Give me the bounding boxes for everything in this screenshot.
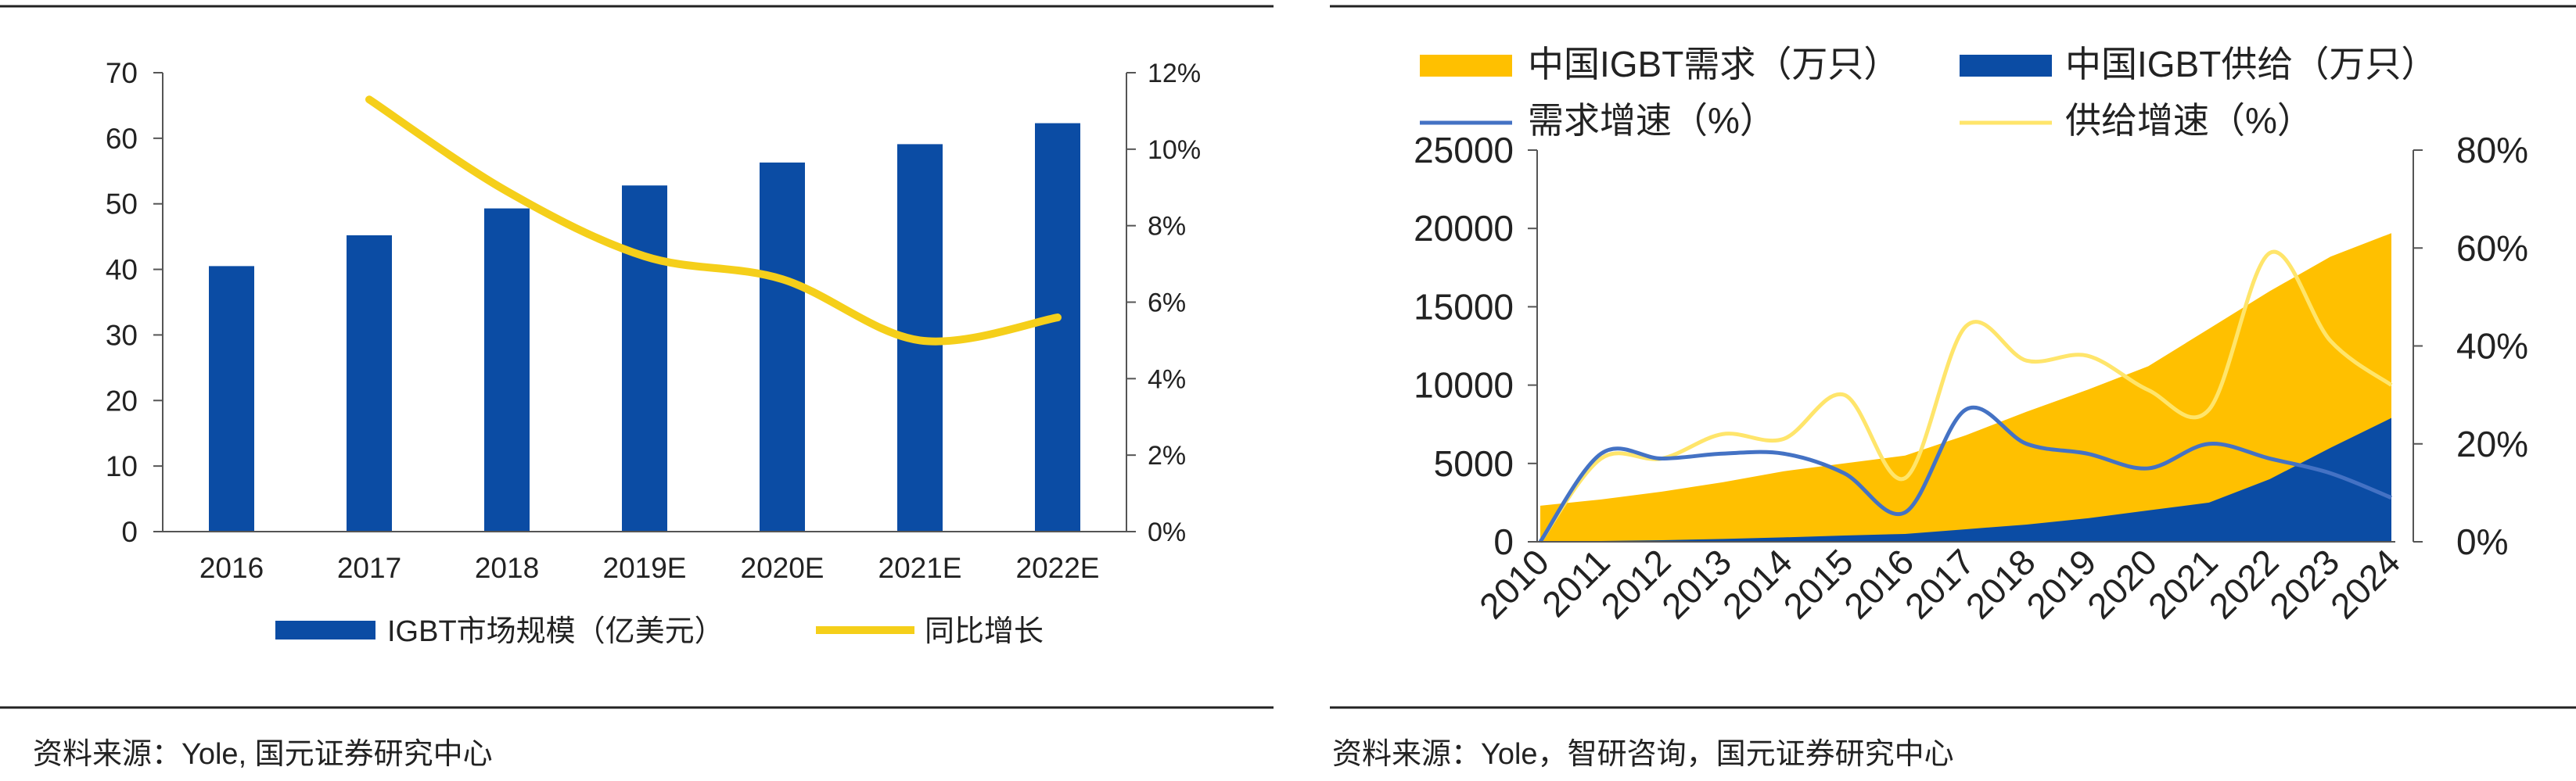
chart2-supply-growth-line [1538,249,2393,543]
chart1-source: 资料来源：Yole, 国元证券研究中心 [33,738,493,771]
chart2-x-tick-label: 2010 [1471,541,1557,626]
chart2-source: 资料来源：Yole，智研咨询，国元证券研究中心 [1332,738,1954,771]
chart1-legend-line-label: 同比增长 [925,615,1044,648]
chart1-left-tick-label: 60 [106,123,138,155]
chart2-legend-demand-swatch [1420,55,1512,77]
chart1-growth-line [365,95,1062,346]
chart1-left-tick-label: 70 [106,57,138,89]
chart1-bar [347,235,392,532]
chart1-right-tick-label: 10% [1148,135,1201,165]
chart2-x-tick-label: 2024 [2323,541,2408,626]
chart2-x-tick-label: 2020 [2079,541,2165,626]
chart2-x-tick-label: 2013 [1654,541,1739,626]
chart2-right-tick-label: 40% [2456,326,2528,367]
chart1-left-tick-label: 20 [106,385,138,417]
chart2-right-tick-label: 60% [2456,227,2528,268]
chart1-right-tick-label: 12% [1148,59,1201,88]
chart1-left-tick-label: 40 [106,254,138,286]
chart2-legend-supply-growth-label: 供给增速（%） [2065,100,2313,141]
chart1-bar [622,185,667,532]
chart2-x-tick-label: 2023 [2262,541,2347,626]
chart1-legend-bar-label: IGBT市场规模（亿美元） [387,615,724,648]
chart2-right-tick-label: 20% [2456,424,2528,464]
chart2-left-tick-label: 25000 [1414,130,1514,170]
chart2-supply-area [1540,417,2391,542]
chart2-legend-demand-label: 中国IGBT需求（万只） [1528,44,1899,84]
chart1-x-tick-label: 2019E [603,552,687,584]
chart2-legend-demand-growth-label: 需求增速（%） [1528,100,1776,141]
chart2-left-tick-label: 0 [1493,521,1514,562]
chart1-bar [209,266,254,532]
chart2-x-tick-label: 2021 [2140,541,2226,626]
chart2-right-tick-label: 80% [2456,130,2528,170]
chart2-left-tick-label: 10000 [1414,365,1514,406]
chart1-left-tick-label: 0 [121,516,138,548]
chart1-bar [760,162,805,532]
chart1-x-tick-label: 2022E [1016,552,1100,584]
chart1-left-tick-label: 50 [106,188,138,220]
chart1-x-tick-label: 2021E [878,552,962,584]
chart1-right-tick-label: 0% [1148,518,1186,547]
chart1-right-tick-label: 4% [1148,364,1186,394]
chart1-right-tick-label: 6% [1148,288,1186,318]
chart1-legend-bar-swatch [275,621,375,639]
chart1-right-tick-label: 8% [1148,212,1186,242]
chart2-x-tick-label: 2012 [1593,541,1678,626]
chart2-x-tick-label: 2011 [1534,541,1618,625]
chart2-x-tick-label: 2015 [1776,541,1861,626]
chart1-x-tick-label: 2017 [337,552,401,584]
chart2-left-tick-label: 15000 [1414,286,1514,327]
chart1-x-tick-label: 2018 [475,552,539,584]
chart2-legend-supply-swatch [1960,55,2052,77]
chart2-left-tick-label: 20000 [1414,208,1514,249]
chart2-x-tick-label: 2014 [1715,541,1800,626]
chart2-right-tick-label: 0% [2456,521,2508,562]
chart2-demand-growth-line [1538,405,2392,543]
chart2-x-tick-label: 2017 [1897,541,1982,626]
chart1-left-tick-label: 30 [106,319,138,351]
chart2-legend-supply-label: 中国IGBT供给（万只） [2065,44,2437,84]
chart2-x-tick-label: 2022 [2201,541,2287,626]
chart2-demand-area [1540,233,2391,542]
chart1-left-tick-label: 10 [106,450,138,482]
chart1-bar [1035,123,1080,532]
chart2-x-tick-label: 2016 [1836,541,1921,626]
chart1-x-tick-label: 2016 [199,552,264,584]
chart1-bar [484,208,530,532]
chart2-x-tick-label: 2018 [1958,541,2043,626]
chart2-x-tick-label: 2019 [2018,541,2104,626]
chart1-x-tick-label: 2020E [741,552,825,584]
chart2-left-tick-label: 5000 [1434,443,1514,484]
chart1-right-tick-label: 2% [1148,441,1186,471]
